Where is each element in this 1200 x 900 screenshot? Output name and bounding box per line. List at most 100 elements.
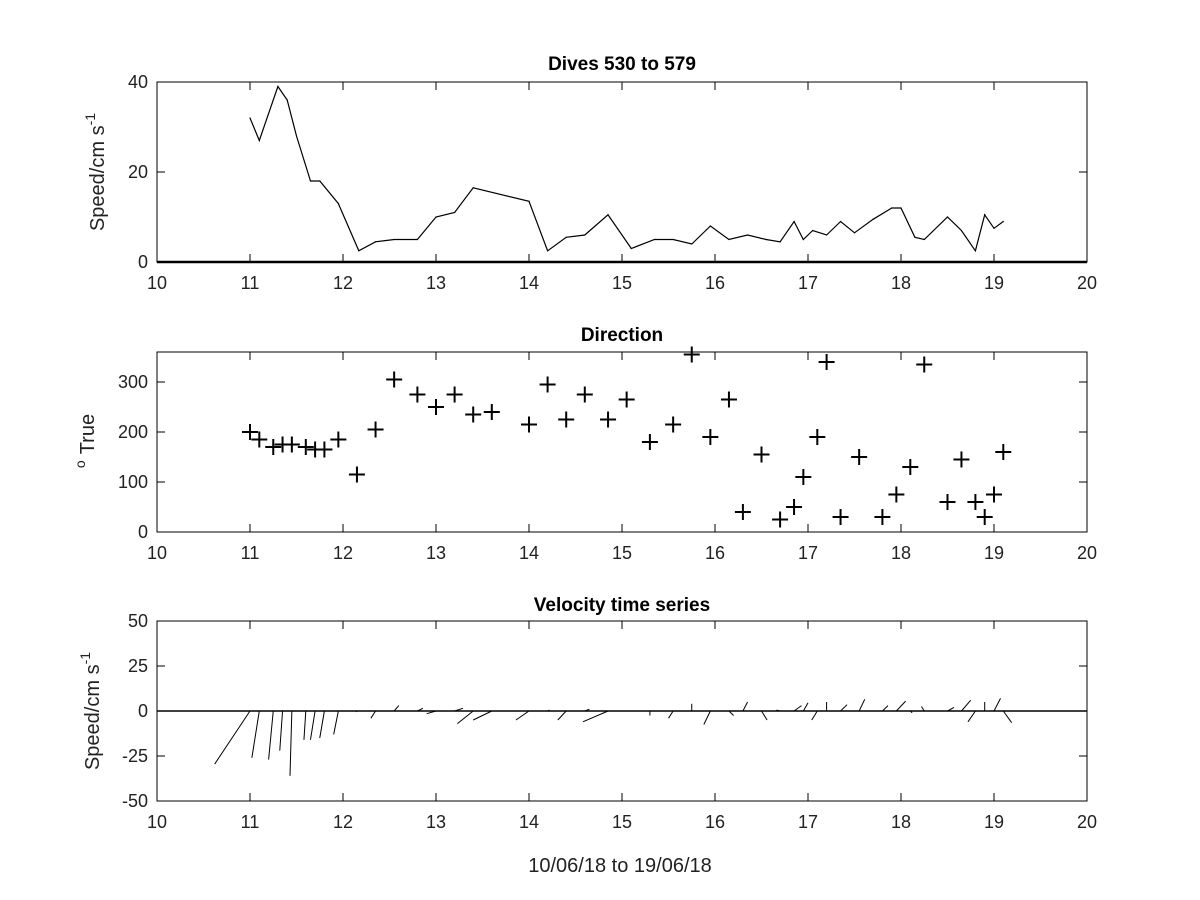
direction-marker bbox=[702, 429, 719, 445]
direction-marker bbox=[874, 509, 891, 525]
direction-marker bbox=[242, 424, 258, 440]
speed-y-tick-label: 0 bbox=[138, 252, 148, 272]
direction-marker bbox=[986, 486, 1002, 503]
velocity-x-tick-label: 18 bbox=[891, 812, 911, 832]
speed-data-point bbox=[872, 218, 874, 220]
speed-data-point bbox=[802, 238, 804, 241]
velocity-stick bbox=[776, 709, 781, 712]
speed-data-point bbox=[746, 234, 749, 236]
speed-data-point bbox=[472, 187, 474, 189]
direction-x-tick-label: 13 bbox=[426, 543, 446, 563]
velocity-stick bbox=[811, 710, 818, 721]
direction-marker bbox=[995, 444, 1012, 460]
velocity-stick bbox=[895, 700, 907, 712]
velocity-y-tick-label: 25 bbox=[128, 656, 148, 676]
velocity-stick bbox=[303, 710, 307, 740]
direction-marker bbox=[600, 411, 617, 428]
velocity-stick bbox=[728, 710, 734, 716]
direction-marker bbox=[409, 386, 426, 403]
velocity-stick bbox=[793, 705, 802, 712]
velocity-x-tick-label: 19 bbox=[984, 812, 1004, 832]
speed-data-point bbox=[914, 236, 916, 238]
speed-x-tick-label: 14 bbox=[519, 273, 539, 293]
speed-data-point bbox=[416, 238, 418, 241]
speed-data-point bbox=[993, 227, 995, 229]
speed-data-point bbox=[358, 250, 360, 252]
velocity-stick bbox=[393, 705, 400, 712]
direction-marker bbox=[902, 459, 919, 475]
speed-x-tick-label: 20 bbox=[1077, 273, 1097, 293]
direction-marker bbox=[330, 431, 347, 448]
velocity-stick bbox=[370, 710, 376, 719]
direction-marker bbox=[297, 439, 314, 455]
speed-data-point bbox=[728, 238, 730, 241]
velocity-stick bbox=[279, 710, 284, 751]
speed-data-point bbox=[286, 99, 288, 101]
direction-marker bbox=[795, 469, 812, 485]
speed-data-point bbox=[630, 247, 632, 250]
speed-data-point bbox=[249, 117, 251, 119]
direction-marker bbox=[576, 386, 593, 403]
direction-marker bbox=[953, 451, 970, 468]
speed-x-tick-label: 16 bbox=[705, 273, 725, 293]
velocity-stick bbox=[742, 701, 748, 712]
speed-y-tick-label: 40 bbox=[128, 72, 148, 92]
velocity-y-axis-label: Speed/cm s-1 bbox=[77, 652, 104, 770]
direction-x-tick-label: 12 bbox=[333, 543, 353, 563]
direction-marker bbox=[851, 449, 868, 465]
direction-x-tick-label: 18 bbox=[891, 543, 911, 563]
speed-data-point bbox=[900, 207, 902, 209]
direction-marker bbox=[265, 439, 282, 455]
direction-marker bbox=[539, 376, 556, 393]
speed-data-point bbox=[295, 135, 298, 137]
velocity-y-axis-label-superscript: -1 bbox=[77, 652, 93, 665]
velocity-stick bbox=[967, 710, 976, 723]
velocity-stick bbox=[289, 710, 293, 776]
direction-marker bbox=[367, 421, 384, 438]
speed-x-tick-label: 13 bbox=[426, 273, 446, 293]
speed-panel-title: Dives 530 to 579 bbox=[548, 54, 696, 75]
direction-marker bbox=[446, 386, 463, 403]
speed-x-tick-label: 18 bbox=[891, 273, 911, 293]
velocity-stick bbox=[268, 710, 274, 760]
velocity-stick bbox=[584, 708, 590, 712]
speed-data-point bbox=[393, 238, 395, 241]
velocity-stick bbox=[557, 710, 567, 721]
speed-x-tick-label: 11 bbox=[241, 273, 260, 293]
direction-marker bbox=[939, 494, 956, 510]
speed-x-tick-label: 15 bbox=[612, 273, 632, 293]
velocity-stick bbox=[547, 709, 550, 712]
velocity-x-tick-label: 10 bbox=[147, 812, 167, 832]
speed-series-line bbox=[249, 85, 1004, 253]
speed-data-point bbox=[584, 234, 586, 236]
velocity-stick bbox=[426, 710, 437, 715]
speed-data-point bbox=[1002, 220, 1004, 223]
speed-data-point bbox=[258, 139, 260, 142]
velocity-stick bbox=[214, 710, 251, 765]
direction-marker bbox=[558, 411, 575, 428]
direction-marker bbox=[786, 499, 803, 515]
velocity-x-tick-label: 16 bbox=[705, 812, 725, 832]
velocity-stick bbox=[703, 710, 711, 725]
velocity-stick bbox=[802, 702, 809, 712]
velocity-stick bbox=[668, 710, 674, 719]
velocity-stick bbox=[947, 706, 955, 712]
speed-data-point bbox=[853, 232, 856, 234]
speed-x-tick-label: 17 bbox=[798, 273, 818, 293]
direction-marker bbox=[818, 354, 835, 370]
speed-y-tick-label: 20 bbox=[128, 162, 148, 182]
velocity-stick bbox=[961, 699, 972, 712]
direction-y-tick-label: 0 bbox=[138, 522, 148, 542]
direction-marker bbox=[809, 429, 826, 445]
speed-data-point bbox=[653, 238, 656, 241]
direction-marker bbox=[251, 431, 268, 448]
velocity-y-axis-label-text: Speed/cm s bbox=[82, 664, 104, 770]
speed-x-tick-label: 12 bbox=[333, 273, 353, 293]
direction-marker bbox=[483, 404, 500, 420]
velocity-x-tick-label: 12 bbox=[333, 812, 353, 832]
speed-data-point bbox=[946, 216, 949, 218]
velocity-x-tick-label: 20 bbox=[1077, 812, 1097, 832]
velocity-stick bbox=[251, 710, 260, 758]
